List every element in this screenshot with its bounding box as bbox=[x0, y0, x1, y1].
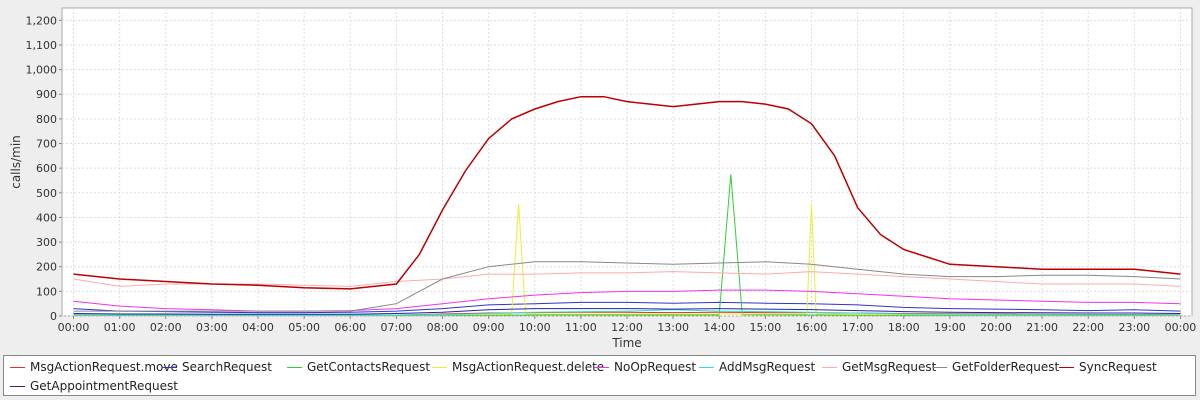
legend-label: AddMsgRequest bbox=[719, 360, 816, 374]
legend-item: NoOpRequest bbox=[594, 358, 696, 376]
y-tick-label: 0 bbox=[50, 310, 57, 323]
x-tick-label: 08:00 bbox=[427, 321, 459, 334]
legend-swatch bbox=[162, 366, 177, 368]
legend-label: SyncRequest bbox=[1079, 360, 1157, 374]
y-tick-label: 300 bbox=[36, 236, 57, 249]
series-layer bbox=[73, 95, 1181, 316]
x-tick-label: 23:00 bbox=[1118, 321, 1150, 334]
y-tick-label: 600 bbox=[36, 162, 57, 175]
legend-item: GetMsgRequest bbox=[822, 358, 936, 376]
legend-swatch bbox=[932, 366, 947, 368]
x-tick-label: 14:00 bbox=[703, 321, 735, 334]
legend-label: SearchRequest bbox=[182, 360, 272, 374]
series-line-getfolderrequest bbox=[73, 261, 1181, 312]
legend-label: MsgActionRequest.delete bbox=[452, 360, 605, 374]
legend-label: GetAppointmentRequest bbox=[30, 379, 178, 393]
x-tick-label: 20:00 bbox=[980, 321, 1012, 334]
x-tick-label: 06:00 bbox=[334, 321, 366, 334]
y-tick-label: 900 bbox=[36, 88, 57, 101]
legend-swatch bbox=[10, 366, 25, 368]
legend-item: AddMsgRequest bbox=[699, 358, 815, 376]
series-line-getmsgrequest bbox=[73, 271, 1181, 287]
x-tick-label: 00:00 bbox=[1165, 321, 1197, 334]
x-tick-label: 09:00 bbox=[473, 321, 505, 334]
legend-label: NoOpRequest bbox=[614, 360, 697, 374]
x-axis-label: Time bbox=[611, 336, 641, 350]
y-axis-label: calls/min bbox=[9, 135, 23, 189]
legend-item: GetAppointmentRequest bbox=[10, 377, 178, 395]
legend-label: GetContactsRequest bbox=[307, 360, 431, 374]
legend-item: MsgActionRequest.delete bbox=[432, 358, 604, 376]
legend-swatch bbox=[432, 366, 447, 368]
y-tick-label: 800 bbox=[36, 113, 57, 126]
legend-swatch bbox=[1059, 366, 1074, 368]
legend-label: MsgActionRequest.move bbox=[30, 360, 178, 374]
x-tick-label: 10:00 bbox=[519, 321, 551, 334]
y-tick-label: 100 bbox=[36, 285, 57, 298]
legend-item: MsgActionRequest.move bbox=[10, 358, 178, 376]
legend-swatch bbox=[699, 366, 714, 368]
x-tick-label: 19:00 bbox=[934, 321, 966, 334]
x-tick-label: 02:00 bbox=[150, 321, 182, 334]
line-chart: 0 100 200 300 400 500 600 700 800 900 1,000 1,100 1,… bbox=[9, 7, 1197, 350]
x-tick-label: 17:00 bbox=[842, 321, 874, 334]
y-tick-label: 500 bbox=[36, 187, 57, 200]
x-tick-label: 11:00 bbox=[565, 321, 597, 334]
y-tick-label: 400 bbox=[36, 211, 57, 224]
legend-swatch bbox=[822, 366, 837, 368]
y-tick-label: 1,000 bbox=[26, 64, 58, 77]
y-tick-label: 200 bbox=[36, 261, 57, 274]
x-tick-label: 12:00 bbox=[611, 321, 643, 334]
y-tick-label: 1,200 bbox=[26, 14, 58, 27]
x-tick-label: 21:00 bbox=[1026, 321, 1058, 334]
legend-item: GetContactsRequest bbox=[287, 358, 430, 376]
y-tick-label: 1,100 bbox=[26, 39, 58, 52]
legend: MsgActionRequest.move SearchRequest GetCon… bbox=[3, 355, 1196, 396]
x-tick-label: 04:00 bbox=[242, 321, 274, 334]
legend-label: GetFolderRequest bbox=[952, 360, 1060, 374]
legend-swatch bbox=[287, 366, 302, 368]
axis-layer: 0 100 200 300 400 500 600 700 800 900 1,000 1,100 1,… bbox=[26, 14, 1197, 334]
legend-label: GetMsgRequest bbox=[842, 360, 937, 374]
x-tick-label: 16:00 bbox=[796, 321, 828, 334]
series-line-getappointmentrequest bbox=[73, 308, 1181, 315]
grid-layer bbox=[62, 8, 1192, 317]
x-tick-label: 22:00 bbox=[1072, 321, 1104, 334]
legend-item: GetFolderRequest bbox=[932, 358, 1059, 376]
x-tick-label: 15:00 bbox=[750, 321, 782, 334]
legend-swatch bbox=[594, 366, 609, 368]
legend-item: SearchRequest bbox=[162, 358, 272, 376]
x-tick-label: 00:00 bbox=[58, 321, 90, 334]
x-tick-label: 07:00 bbox=[381, 321, 413, 334]
series-line-syncrequest bbox=[73, 95, 1181, 290]
x-tick-label: 05:00 bbox=[288, 321, 320, 334]
x-tick-label: 18:00 bbox=[888, 321, 920, 334]
x-tick-label: 01:00 bbox=[104, 321, 136, 334]
series-line-addmsgrequest bbox=[73, 309, 1181, 316]
x-tick-label: 03:00 bbox=[196, 321, 228, 334]
legend-swatch bbox=[10, 385, 25, 387]
y-tick-label: 700 bbox=[36, 138, 57, 151]
series-line-searchrequest bbox=[73, 301, 1181, 314]
x-tick-label: 13:00 bbox=[657, 321, 689, 334]
legend-item: SyncRequest bbox=[1059, 358, 1157, 376]
